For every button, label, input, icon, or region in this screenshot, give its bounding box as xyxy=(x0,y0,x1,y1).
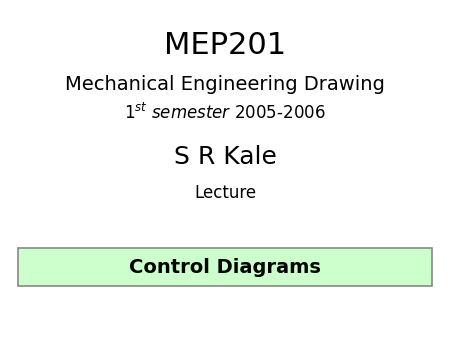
Text: Lecture: Lecture xyxy=(194,184,256,202)
Text: S R Kale: S R Kale xyxy=(174,145,276,169)
FancyBboxPatch shape xyxy=(18,247,432,287)
Text: Control Diagrams: Control Diagrams xyxy=(129,258,321,276)
Text: $\mathit{1}^{\mathit{st}}$$\mathit{\ semester\ 2005\text{-}2006}$: $\mathit{1}^{\mathit{st}}$$\mathit{\ sem… xyxy=(124,103,326,123)
Text: MEP201: MEP201 xyxy=(164,31,286,60)
Text: Mechanical Engineering Drawing: Mechanical Engineering Drawing xyxy=(65,75,385,94)
